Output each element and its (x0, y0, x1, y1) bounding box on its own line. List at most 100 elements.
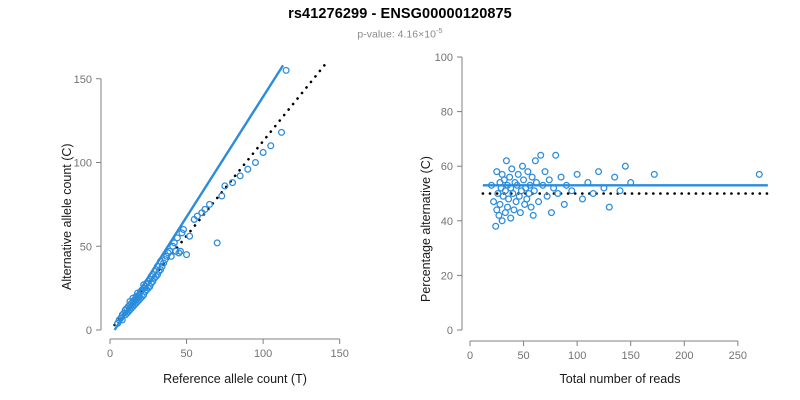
data-point (167, 252, 175, 260)
data-point (138, 292, 146, 301)
data-point (193, 212, 201, 220)
data-point (213, 239, 221, 247)
left-panel-yaxis-title: Alternative allele count (C) (60, 143, 74, 290)
x-axis-tick-label: 200 (675, 350, 693, 362)
data-point (616, 187, 624, 195)
data-point (173, 234, 181, 242)
data-point (611, 173, 619, 181)
data-point (161, 256, 169, 264)
data-point (650, 170, 658, 178)
data-point (507, 214, 515, 222)
data-point (568, 187, 576, 195)
data-point (518, 162, 527, 170)
data-point (118, 316, 126, 324)
data-point (541, 168, 549, 176)
data-point (530, 187, 538, 195)
y-axis-tick-label: 0 (86, 325, 92, 337)
data-point (502, 157, 510, 165)
data-point (496, 200, 504, 208)
data-point (495, 211, 503, 219)
data-point (755, 170, 763, 178)
data-point (493, 168, 501, 176)
data-point (543, 192, 551, 200)
data-point (251, 158, 259, 167)
y-axis-tick-label: 100 (435, 52, 453, 64)
data-point (584, 179, 592, 187)
x-axis-tick-label: 100 (568, 350, 586, 362)
y-axis-tick-label: 50 (80, 241, 92, 253)
data-point (547, 209, 555, 217)
data-point (490, 198, 498, 206)
data-point (140, 291, 148, 299)
data-point (605, 203, 613, 211)
data-point (146, 282, 154, 290)
data-point (176, 247, 184, 255)
data-point (506, 173, 514, 181)
data-point (578, 195, 587, 203)
x-axis-tick-label: 50 (517, 350, 529, 362)
data-point (201, 205, 209, 213)
p-value-exponent: -5 (435, 26, 443, 35)
right-panel-yaxis-title: Percentage alternative (C) (419, 156, 433, 302)
data-point (545, 176, 553, 184)
data-point (153, 271, 161, 279)
data-point (532, 179, 540, 187)
data-point (505, 195, 513, 203)
data-point (573, 170, 581, 178)
data-point (528, 173, 536, 181)
data-point (514, 170, 522, 178)
data-point (134, 294, 142, 302)
x-axis-tick-label: 250 (729, 350, 747, 362)
data-point (115, 316, 123, 324)
data-point (277, 128, 286, 136)
data-point (218, 192, 226, 200)
data-point (527, 203, 535, 211)
data-point (169, 242, 177, 250)
data-point (487, 181, 495, 189)
data-point (508, 165, 516, 173)
data-point (244, 165, 252, 173)
page-title: rs41276299 - ENSG00000120875 (288, 6, 512, 22)
data-point (525, 189, 533, 198)
data-point (557, 173, 565, 181)
data-point (503, 203, 512, 211)
x-axis-tick-label: 150 (622, 350, 640, 362)
data-point (500, 176, 508, 184)
data-point (157, 266, 165, 274)
data-point (589, 189, 597, 198)
data-point (163, 252, 171, 260)
data-point (627, 179, 635, 187)
data-point (513, 181, 521, 189)
data-point (498, 217, 506, 225)
x-axis-tick-label: 0 (467, 350, 473, 362)
x-axis-tick-label: 50 (180, 348, 192, 360)
y-axis-tick-label: 20 (441, 270, 453, 282)
data-point (259, 148, 267, 156)
data-point (160, 259, 168, 267)
right-panel: 0 20 40 60 80 100 0 50 100 150 200 250 (435, 52, 770, 362)
data-point (535, 198, 543, 206)
data-point (560, 200, 568, 208)
p-value-subtitle: p-value: 4.16×10-5 (0, 26, 800, 41)
data-point (595, 168, 603, 176)
data-point (147, 279, 155, 287)
left-panel-xaxis-title: Reference allele count (T) (163, 372, 307, 386)
data-point (170, 239, 178, 247)
data-point (600, 184, 608, 192)
y-axis-tick-label: 0 (447, 325, 453, 337)
data-point (179, 225, 188, 234)
x-axis-tick-label: 150 (331, 348, 349, 360)
data-point (494, 189, 502, 198)
p-value-text: p-value: 4.16×10 (357, 28, 436, 41)
data-point (509, 189, 517, 198)
x-axis-tick-label: 100 (254, 348, 272, 360)
data-point (524, 168, 532, 176)
data-point (183, 251, 191, 259)
y-axis-tick-label: 150 (74, 74, 92, 86)
data-point (186, 232, 194, 240)
data-point (158, 262, 166, 270)
data-point (510, 206, 518, 214)
data-point (155, 267, 163, 275)
